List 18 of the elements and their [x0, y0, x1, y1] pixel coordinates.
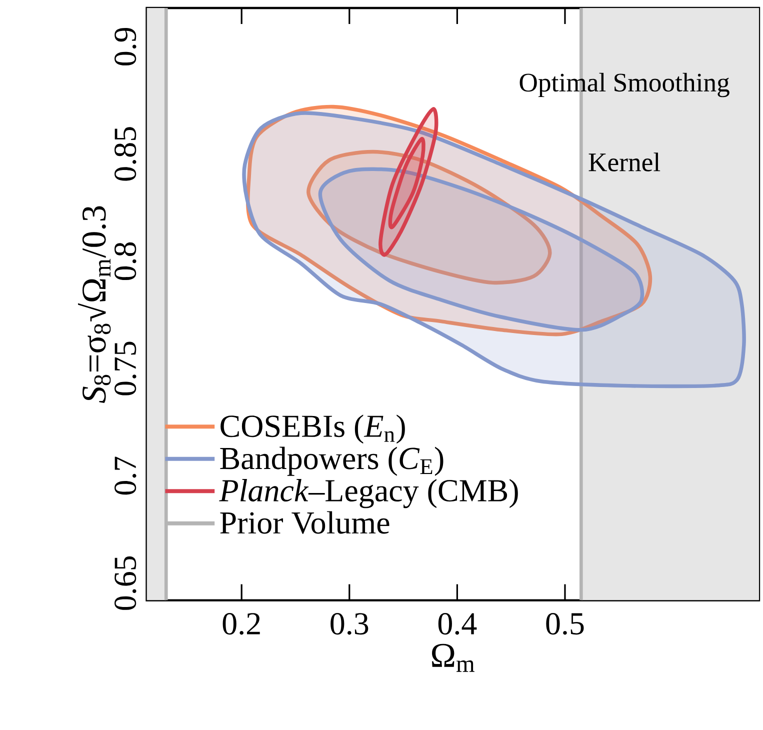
y-tick-label: 0.9 — [114, 28, 136, 66]
annotation: Optimal Smoothing — [520, 73, 730, 98]
y-tick-label: 0.85 — [114, 127, 136, 181]
legend-label: COSEBIs (E$_{n}$) — [220, 414, 405, 444]
y-tick-label: 0.75 — [114, 342, 136, 396]
annotation: Kernel — [588, 152, 660, 172]
x-tick-label: 0.4 — [438, 613, 477, 635]
ref-line-label: Prior Volume — [220, 511, 390, 534]
y-tick-label: 0.65 — [114, 556, 136, 610]
x-axis-title: Ω$_{m}$ — [432, 644, 474, 672]
y-tick-label: 0.8 — [114, 242, 136, 280]
legend-label: Planck–Legacy (CMB) — [219, 479, 518, 508]
y-tick-label: 0.7 — [114, 456, 136, 495]
legend-label: Bandpowers (C$_{E}$) — [220, 446, 444, 476]
x-tick-label: 0.2 — [222, 613, 260, 635]
y-axis-title: S$_{8}$=σ$_{8}$√Ω$_{m}$/0.3 — [78, 206, 111, 404]
x-tick-label: 0.3 — [330, 613, 368, 635]
x-tick-label: 0.5 — [546, 613, 584, 635]
